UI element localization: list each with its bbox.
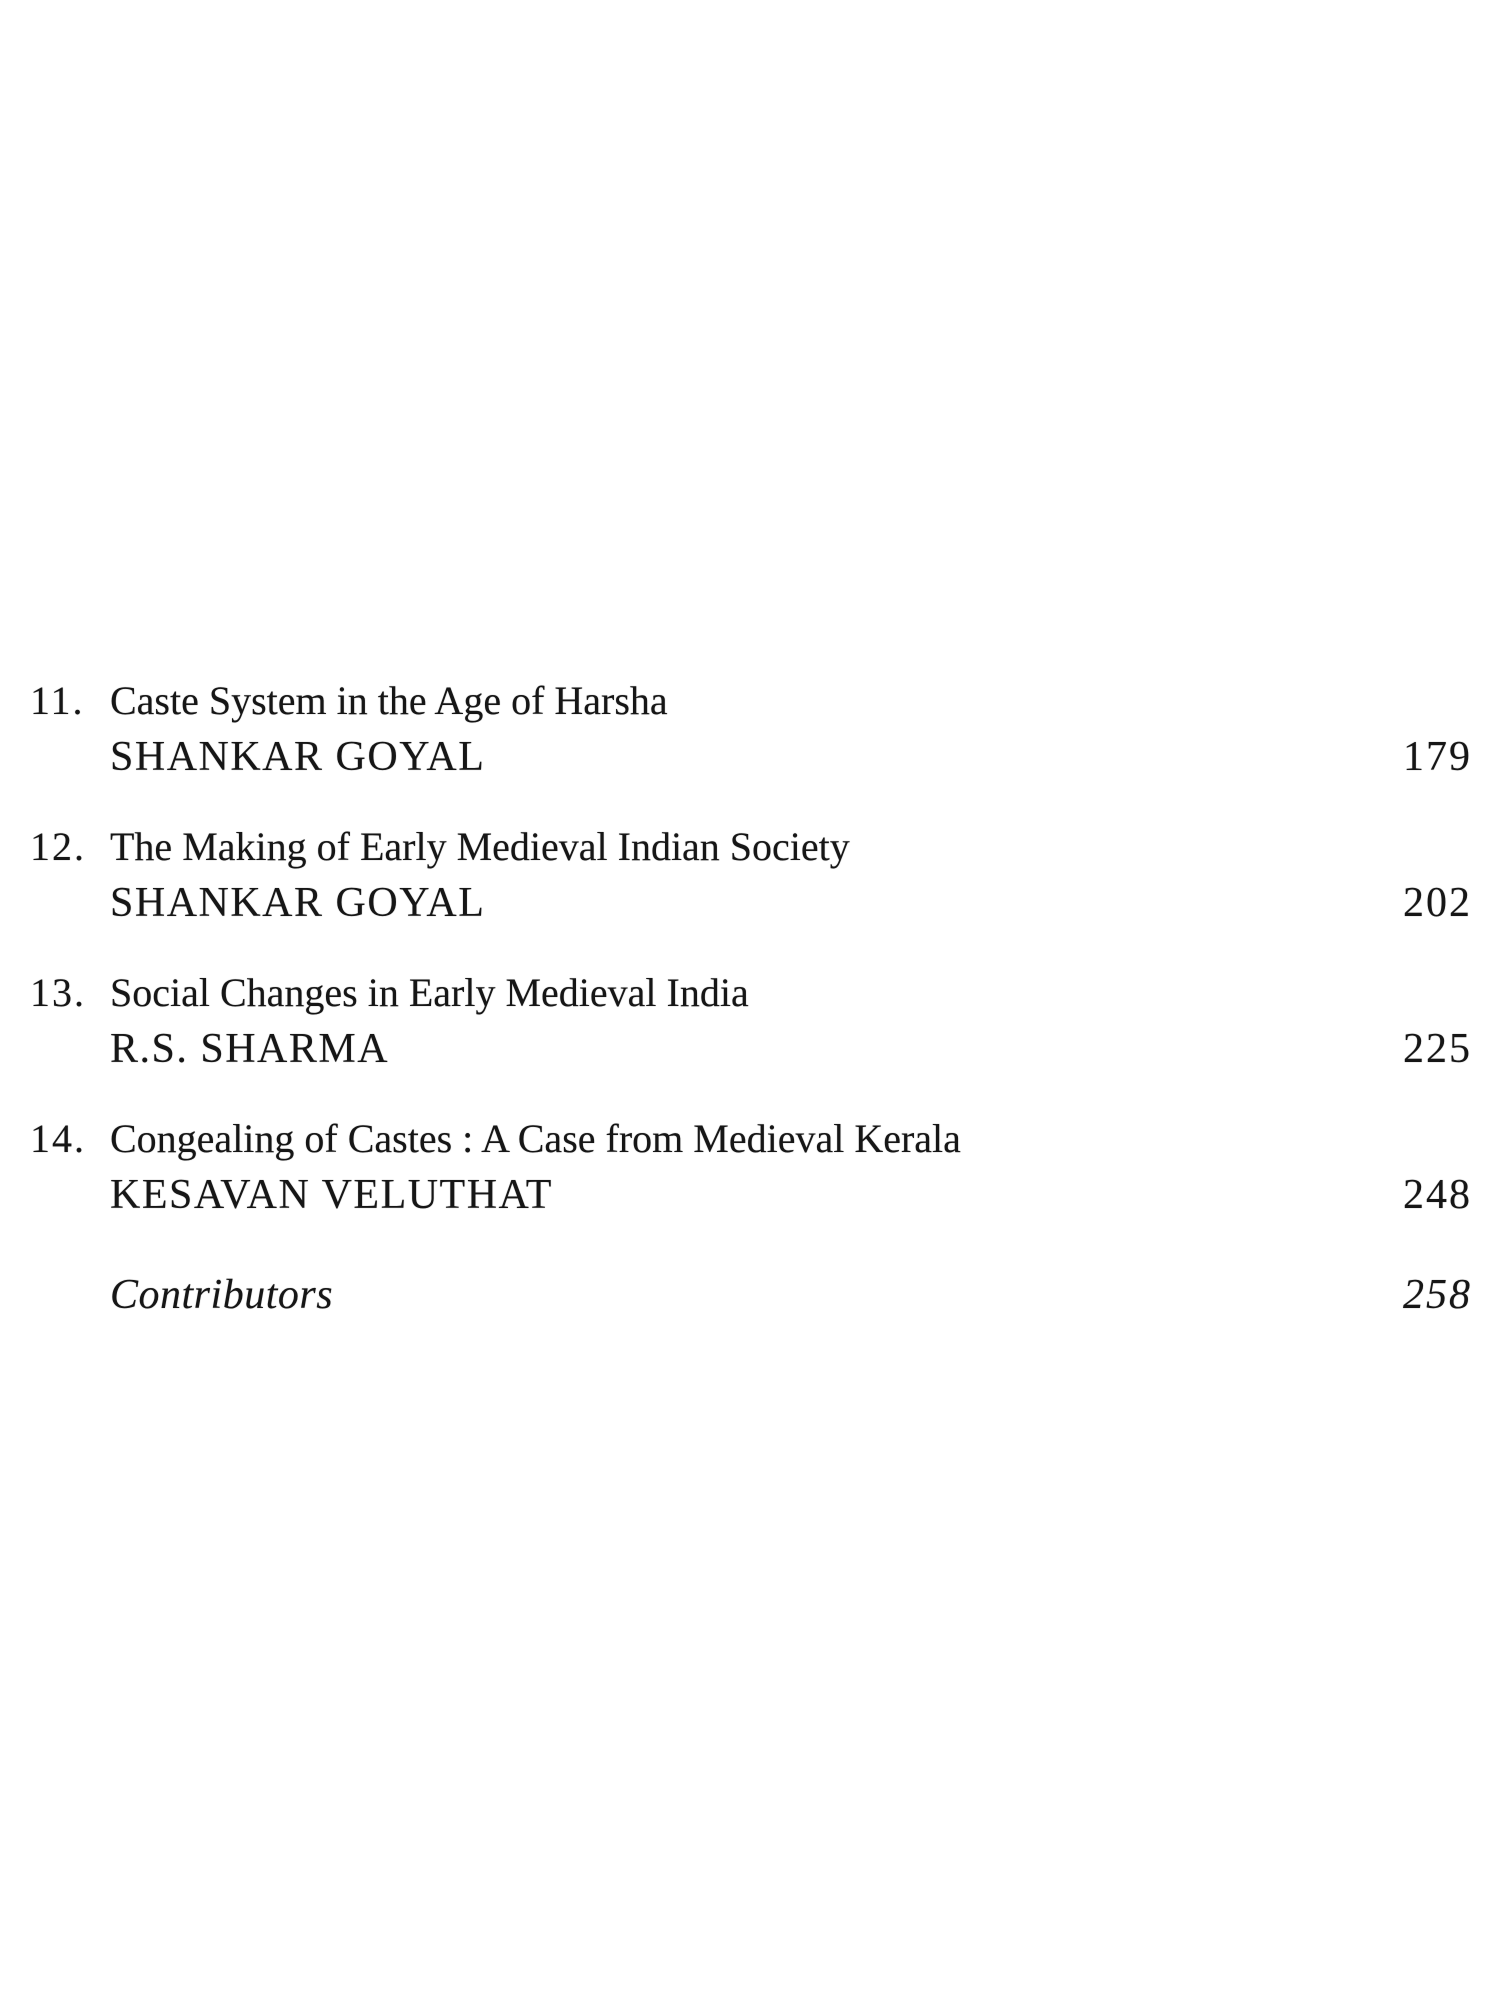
entry-title: Congealing of Castes : A Case from Medie… — [110, 1116, 961, 1161]
entry-content: Congealing of Castes : A Case from Medie… — [110, 1110, 1342, 1224]
entry-page-number: 225 — [1403, 1026, 1472, 1072]
entry-number: 11. — [30, 678, 85, 723]
toc-entry: 12. The Making of Early Medieval Indian … — [30, 818, 1472, 932]
entry-number: 13. — [30, 970, 86, 1015]
table-of-contents: 11. Caste System in the Age of Harsha SH… — [30, 672, 1472, 1324]
entry-content: Social Changes in Early Medieval India R… — [110, 964, 1342, 1078]
entry-number: 14. — [30, 1116, 86, 1161]
entry-title: The Making of Early Medieval Indian Soci… — [110, 824, 850, 869]
contributors-label: Contributors — [110, 1272, 334, 1318]
entry-content: The Making of Early Medieval Indian Soci… — [110, 818, 1342, 932]
toc-entry: 13. Social Changes in Early Medieval Ind… — [30, 964, 1472, 1078]
contributors-page-number: 258 — [1403, 1272, 1472, 1318]
entry-author: SHANKAR GOYAL — [110, 734, 486, 780]
entry-page-number: 202 — [1403, 880, 1472, 926]
entry-author: SHANKAR GOYAL — [110, 880, 486, 926]
number-column-spacer — [30, 1267, 110, 1324]
entry-number: 12. — [30, 824, 86, 869]
entry-author: R.S. SHARMA — [110, 1026, 390, 1072]
toc-entry: 14. Congealing of Castes : A Case from M… — [30, 1110, 1472, 1224]
contributors-row: Contributors 258 — [30, 1267, 1472, 1324]
entry-page-number: 179 — [1403, 734, 1472, 780]
entry-title: Social Changes in Early Medieval India — [110, 970, 749, 1015]
entry-content: Caste System in the Age of Harsha SHANKA… — [110, 672, 1342, 786]
entry-page-number: 248 — [1403, 1172, 1472, 1218]
entry-title: Caste System in the Age of Harsha — [110, 678, 668, 723]
entry-author: KESAVAN VELUTHAT — [110, 1172, 553, 1218]
toc-entry: 11. Caste System in the Age of Harsha SH… — [30, 672, 1472, 786]
